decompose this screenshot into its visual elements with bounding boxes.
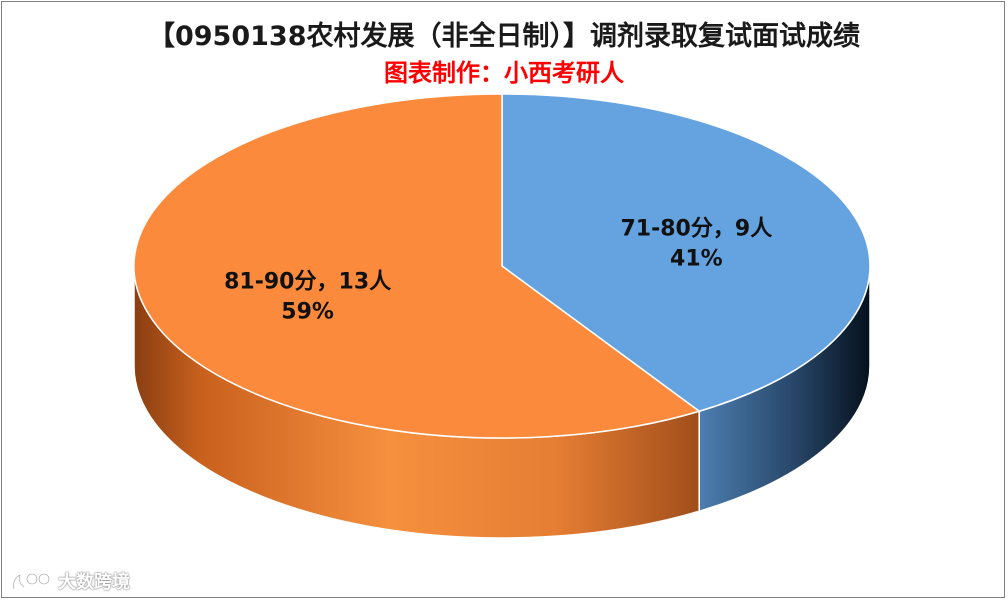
pie-top-layer <box>133 93 871 439</box>
chart-subtitle: 图表制作：小西考研人 <box>384 59 624 87</box>
pie-slice-81-90分 <box>133 93 701 439</box>
slice-label-71-80: 71-80分，9人 <box>621 217 773 242</box>
watermark-logo-icon <box>12 572 51 590</box>
slice-percent-71-80: 41% <box>670 247 723 272</box>
slice-label-81-90: 81-90分，13人 <box>224 269 391 294</box>
watermark-text: 大数跨境 <box>58 572 130 593</box>
slice-percent-81-90: 59% <box>281 299 334 324</box>
pie-label-layer: 71-80分，9人 41% 81-90分，13人 59% <box>224 217 772 325</box>
chart-title: 【0950138农村发展（非全日制）】调剂录取复试面试成绩 <box>147 21 860 52</box>
watermark: 大数跨境 <box>10 568 130 594</box>
pie-slice-71-80分 <box>501 93 871 413</box>
